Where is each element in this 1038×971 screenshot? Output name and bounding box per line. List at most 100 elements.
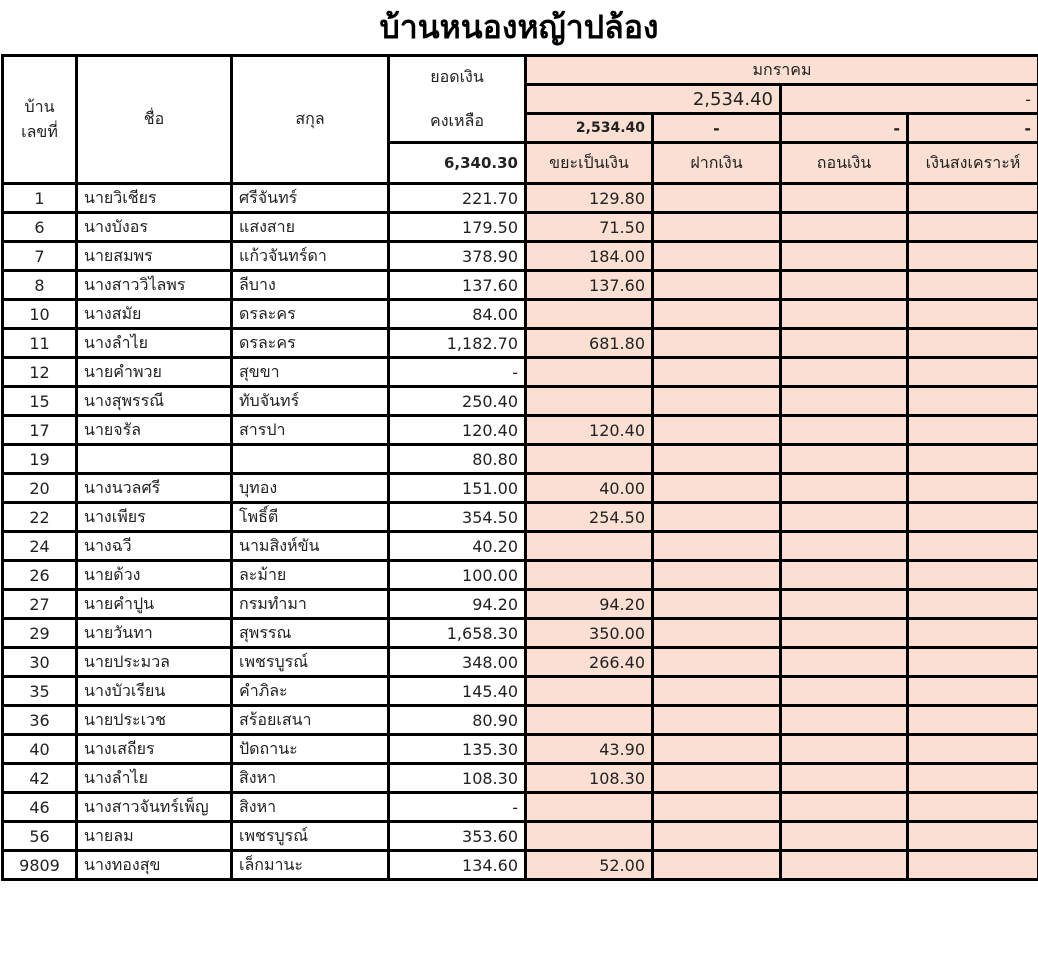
waste-cell [524,298,654,330]
header-welfare: เงินสงเคราะห์ [906,141,1038,185]
withdraw-cell [779,414,909,446]
name-cell [75,443,233,475]
withdraw-cell [779,675,909,707]
table-row: 27 นายคำปูน กรมทำมา 94.20 94.20 [1,588,1038,620]
balance-cell: 354.50 [387,501,527,533]
table-row: 56 นายลม เพชรบูรณ์ 353.60 [1,820,1038,852]
table-row: 19 80.80 [1,443,1038,475]
balance-cell: 151.00 [387,472,527,504]
deposit-cell [651,385,782,417]
withdraw-cell [779,704,909,736]
waste-cell: 120.40 [524,414,654,446]
welfare-cell [906,269,1038,301]
balance-cell: 134.60 [387,849,527,881]
surname-cell: เล็กมานะ [230,849,390,881]
name-cell: นายด้วง [75,559,233,591]
surname-cell: ทับจันทร์ [230,385,390,417]
name-cell: นางสาววิไลพร [75,269,233,301]
welfare-cell [906,704,1038,736]
deposit-cell [651,211,782,243]
balance-cell: 108.30 [387,762,527,794]
waste-cell: 71.50 [524,211,654,243]
welfare-cell [906,327,1038,359]
balance-cell: 80.80 [387,443,527,475]
waste-cell: 254.50 [524,501,654,533]
table-row: 30 นายประมวล เพชรบูรณ์ 348.00 266.40 [1,646,1038,678]
surname-cell: แสงสาย [230,211,390,243]
balance-cell: 1,658.30 [387,617,527,649]
house-no-cell: 20 [1,472,78,504]
welfare-cell [906,762,1038,794]
balance-cell: 120.40 [387,414,527,446]
deposit-cell [651,327,782,359]
surname-cell: แก้วจันทร์ดา [230,240,390,272]
withdraw-cell [779,501,909,533]
page-title: บ้านหนองหญ้าปล้อง [379,8,659,46]
balance-cell: - [387,791,527,823]
deposit-cell [651,675,782,707]
name-cell: นางฉวี [75,530,233,562]
waste-cell: 129.80 [524,182,654,214]
table-row: 12 นายคำพวย สุขขา - [1,356,1038,388]
name-cell: นายวิเชียร [75,182,233,214]
balance-total: 6,340.30 [387,141,527,185]
deposit-cell [651,762,782,794]
balance-cell: 94.20 [387,588,527,620]
table-row: 24 นางฉวี นามสิงห์ขัน 40.20 [1,530,1038,562]
header-house-no-line1: บ้าน [24,96,55,116]
table-row: 7 นายสมพร แก้วจันทร์ดา 378.90 184.00 [1,240,1038,272]
house-no-cell: 19 [1,443,78,475]
waste-cell: 43.90 [524,733,654,765]
table-row: 22 นางเพียร โพธิ์ตี 354.50 254.50 [1,501,1038,533]
deposit-cell [651,820,782,852]
house-no-cell: 56 [1,820,78,852]
name-cell: นายคำพวย [75,356,233,388]
waste-cell [524,820,654,852]
waste-cell: 350.00 [524,617,654,649]
month-total-right: - [779,83,1038,115]
surname-cell: สิงหา [230,762,390,794]
house-no-cell: 22 [1,501,78,533]
welfare-cell [906,559,1038,591]
waste-cell: 681.80 [524,327,654,359]
deposit-cell [651,704,782,736]
name-cell: นายคำปูน [75,588,233,620]
withdraw-cell [779,211,909,243]
name-cell: นายประเวช [75,704,233,736]
name-cell: นางทองสุข [75,849,233,881]
name-cell: นางลำไย [75,327,233,359]
balance-cell: 84.00 [387,298,527,330]
surname-cell [230,443,390,475]
house-no-cell: 36 [1,704,78,736]
welfare-cell [906,791,1038,823]
deposit-cell [651,733,782,765]
name-cell: นางสุพรรณี [75,385,233,417]
balance-cell: 378.90 [387,240,527,272]
withdraw-cell [779,443,909,475]
name-cell: นางสมัย [75,298,233,330]
surname-cell: กรมทำมา [230,588,390,620]
waste-cell: 137.60 [524,269,654,301]
balance-cell: 250.40 [387,385,527,417]
withdraw-cell [779,733,909,765]
withdraw-cell [779,385,909,417]
surname-cell: นามสิงห์ขัน [230,530,390,562]
balance-cell: 1,182.70 [387,327,527,359]
name-cell: นางสาวจันทร์เพ็ญ [75,791,233,823]
table-row: 42 นางลำไย สิงหา 108.30 108.30 [1,762,1038,794]
house-no-cell: 1 [1,182,78,214]
welfare-cell [906,240,1038,272]
house-no-cell: 7 [1,240,78,272]
deposit-cell [651,559,782,591]
withdraw-cell [779,472,909,504]
welfare-cell [906,820,1038,852]
header-month: มกราคม [524,54,1038,86]
deposit-cell [651,791,782,823]
waste-cell: 40.00 [524,472,654,504]
balance-cell: 353.60 [387,820,527,852]
name-cell: นางบังอร [75,211,233,243]
header-name: ชื่อ [75,54,233,185]
table-row: 11 นางลำไย ดรละคร 1,182.70 681.80 [1,327,1038,359]
waste-cell [524,530,654,562]
deposit-cell [651,240,782,272]
